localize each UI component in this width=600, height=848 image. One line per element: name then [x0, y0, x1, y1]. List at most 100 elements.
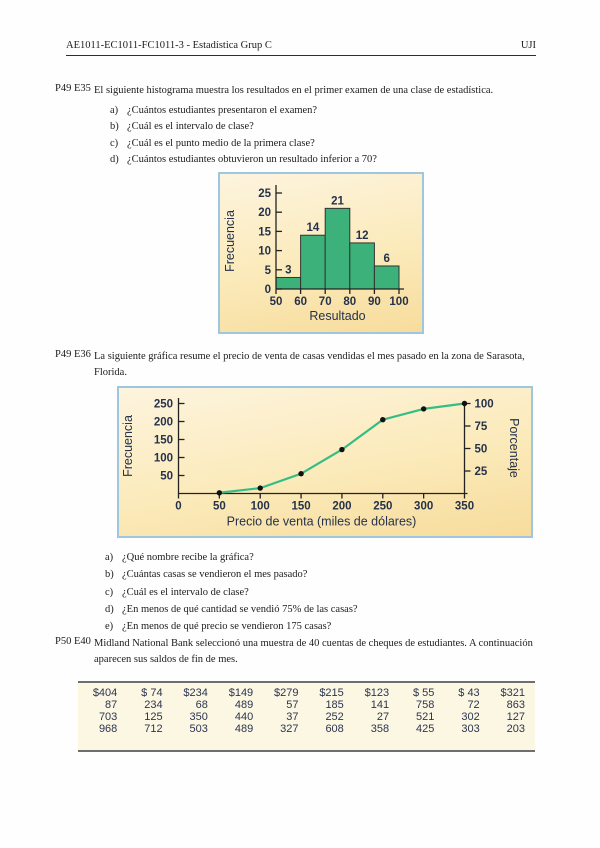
- histogram-bar: [275, 276, 302, 290]
- question-letter: b): [105, 569, 114, 581]
- exercise1-statement: El siguiente histograma muestra los resu…: [94, 85, 494, 96]
- x-tick-label: 50: [270, 296, 283, 308]
- exercise1-id: P49 E35: [55, 83, 91, 94]
- right-axis-title: Porcentaje: [507, 418, 521, 478]
- right-tick-label: 75: [475, 421, 488, 433]
- balance-cell: 203: [506, 723, 525, 735]
- balance-cell: 234: [144, 699, 163, 711]
- y-tick-label: 15: [258, 226, 271, 238]
- balance-cell: 968: [98, 723, 118, 735]
- x-tick-label: 150: [291, 501, 310, 513]
- balance-cell: 303: [461, 723, 480, 735]
- histogram-bar: [324, 207, 351, 290]
- exercise2-statement: La siguiente gráfica resume el precio de…: [94, 351, 525, 378]
- question-letter: e): [105, 621, 114, 633]
- left-tick-label: 150: [154, 435, 173, 447]
- balance-cell: $279: [274, 687, 299, 699]
- x-tick-label: 100: [389, 296, 408, 308]
- question-letter: d): [110, 154, 119, 166]
- bar-value-label: 12: [356, 230, 369, 242]
- balance-cell: 608: [325, 723, 344, 735]
- balance-cell: 489: [234, 699, 254, 711]
- x-tick-label: 50: [213, 501, 226, 513]
- balance-cell: 503: [189, 723, 208, 735]
- ogive-chart: 50 100 150 200 250 25 50 75 100 0 50 100 150 200 250 30…: [121, 398, 521, 529]
- question-text: ¿En menos de qué cantidad se vendió 75% …: [122, 603, 358, 615]
- left-tick-label: 200: [154, 417, 173, 429]
- question-letter: a): [110, 105, 119, 116]
- balance-cell: 125: [144, 711, 163, 723]
- ogive-figure: 50 100 150 200 250 25 50 75 100 0 50 100 150 200 250 30…: [117, 386, 533, 538]
- question-item: d) ¿En menos de qué cantidad se vendió 75…: [105, 601, 358, 618]
- question-text: ¿Cuántas casas se vendieron el mes pasad…: [122, 569, 308, 581]
- balance-cell: 489: [234, 723, 254, 735]
- question-item: c) ¿Cuál es el punto medio de la primera …: [110, 136, 377, 152]
- histogram-bar: [373, 265, 400, 290]
- balances-table: $404 $ 74 $234 $149 $279 $215 $123 $ 55 $ 43 $321…: [78, 681, 535, 752]
- exercise2-id: P49 E36: [55, 349, 91, 360]
- y-tick-label: 0: [265, 284, 271, 296]
- balance-cell: $ 43: [458, 687, 480, 699]
- right-tick-label: 50: [475, 444, 488, 456]
- question-text: ¿Cuál es el intervalo de clase?: [127, 121, 254, 133]
- question-item: c) ¿Cuál es el intervalo de clase?: [105, 584, 358, 601]
- question-item: b) ¿Cuántas casas se vendieron el mes pas…: [105, 566, 358, 583]
- left-tick-label: 100: [154, 453, 173, 465]
- histogram-bar: [300, 234, 326, 290]
- y-tick-label: 10: [258, 246, 271, 258]
- balance-cell: $404: [92, 687, 118, 699]
- left-tick-label: 50: [160, 471, 173, 483]
- balance-cell: 358: [370, 723, 390, 735]
- x-tick-label: 200: [332, 501, 351, 513]
- balance-cell: 758: [416, 699, 435, 711]
- data-point: [461, 400, 468, 407]
- balance-cell: 425: [416, 723, 435, 735]
- x-tick-label: 80: [343, 296, 356, 308]
- y-tick-label: 25: [258, 188, 271, 200]
- question-item: b) ¿Cuál es el intervalo de clase?: [110, 119, 377, 135]
- balance-cell: 252: [325, 711, 344, 723]
- header-course-title: AE1011-EC1011-FC1011-3 - Estadística Gru…: [66, 40, 272, 51]
- x-tick-label: 90: [368, 296, 381, 308]
- left-axis-title: Frecuencia: [121, 415, 135, 477]
- question-item: d) ¿Cuántos estudiantes obtuvieron un res…: [110, 152, 377, 168]
- question-text: ¿Cuántos estudiantes obtuvieron un resul…: [127, 154, 377, 166]
- balance-cell: $ 74: [141, 687, 163, 699]
- balance-cell: 327: [280, 723, 299, 735]
- data-point: [298, 471, 304, 477]
- data-point: [339, 446, 345, 453]
- balance-cell: 350: [189, 711, 208, 723]
- x-tick-label: 250: [373, 501, 392, 513]
- data-point: [257, 485, 263, 491]
- x-axis-title: Precio de venta (miles de dólares): [227, 515, 417, 529]
- x-tick-label: 70: [319, 296, 332, 308]
- data-point: [380, 417, 386, 423]
- exercise3-id: P50 E40: [55, 636, 91, 647]
- question-item: e) ¿En menos de qué precio se vendieron 1…: [105, 618, 358, 635]
- question-text: ¿Cuál es el punto medio de la primera cl…: [127, 137, 315, 149]
- balance-cell: 72: [467, 699, 480, 711]
- question-letter: c): [110, 137, 119, 149]
- question-text: ¿Cuántos estudiantes presentaron el exam…: [127, 105, 318, 116]
- x-tick-label: 0: [175, 501, 181, 513]
- balance-cell: 712: [144, 723, 163, 735]
- x-tick-label: 350: [455, 501, 474, 513]
- y-axis-title: Frecuencia: [223, 210, 237, 272]
- bar-value-label: 3: [285, 264, 291, 276]
- page-header: AE1011-EC1011-FC1011-3 - Estadística Gru…: [66, 40, 536, 56]
- balance-cell: 87: [105, 699, 118, 711]
- balance-cell: 863: [506, 699, 525, 711]
- question-text: ¿Cuál es el intervalo de clase?: [122, 586, 249, 598]
- y-tick-label: 20: [258, 207, 271, 219]
- balance-cell: $215: [319, 687, 344, 699]
- question-item: a) ¿Qué nombre recibe la gráfica?: [105, 549, 358, 566]
- x-tick-label: 100: [251, 501, 270, 513]
- right-tick-label: 100: [475, 399, 494, 411]
- balance-cell: 521: [416, 711, 435, 723]
- question-text: ¿Qué nombre recibe la gráfica?: [122, 552, 254, 563]
- balance-cell: 57: [286, 699, 299, 711]
- balance-cell: $ 55: [412, 687, 435, 699]
- balances-grid: $404 $ 74 $234 $149 $279 $215 $123 $ 55 $ 43 $321…: [78, 683, 535, 735]
